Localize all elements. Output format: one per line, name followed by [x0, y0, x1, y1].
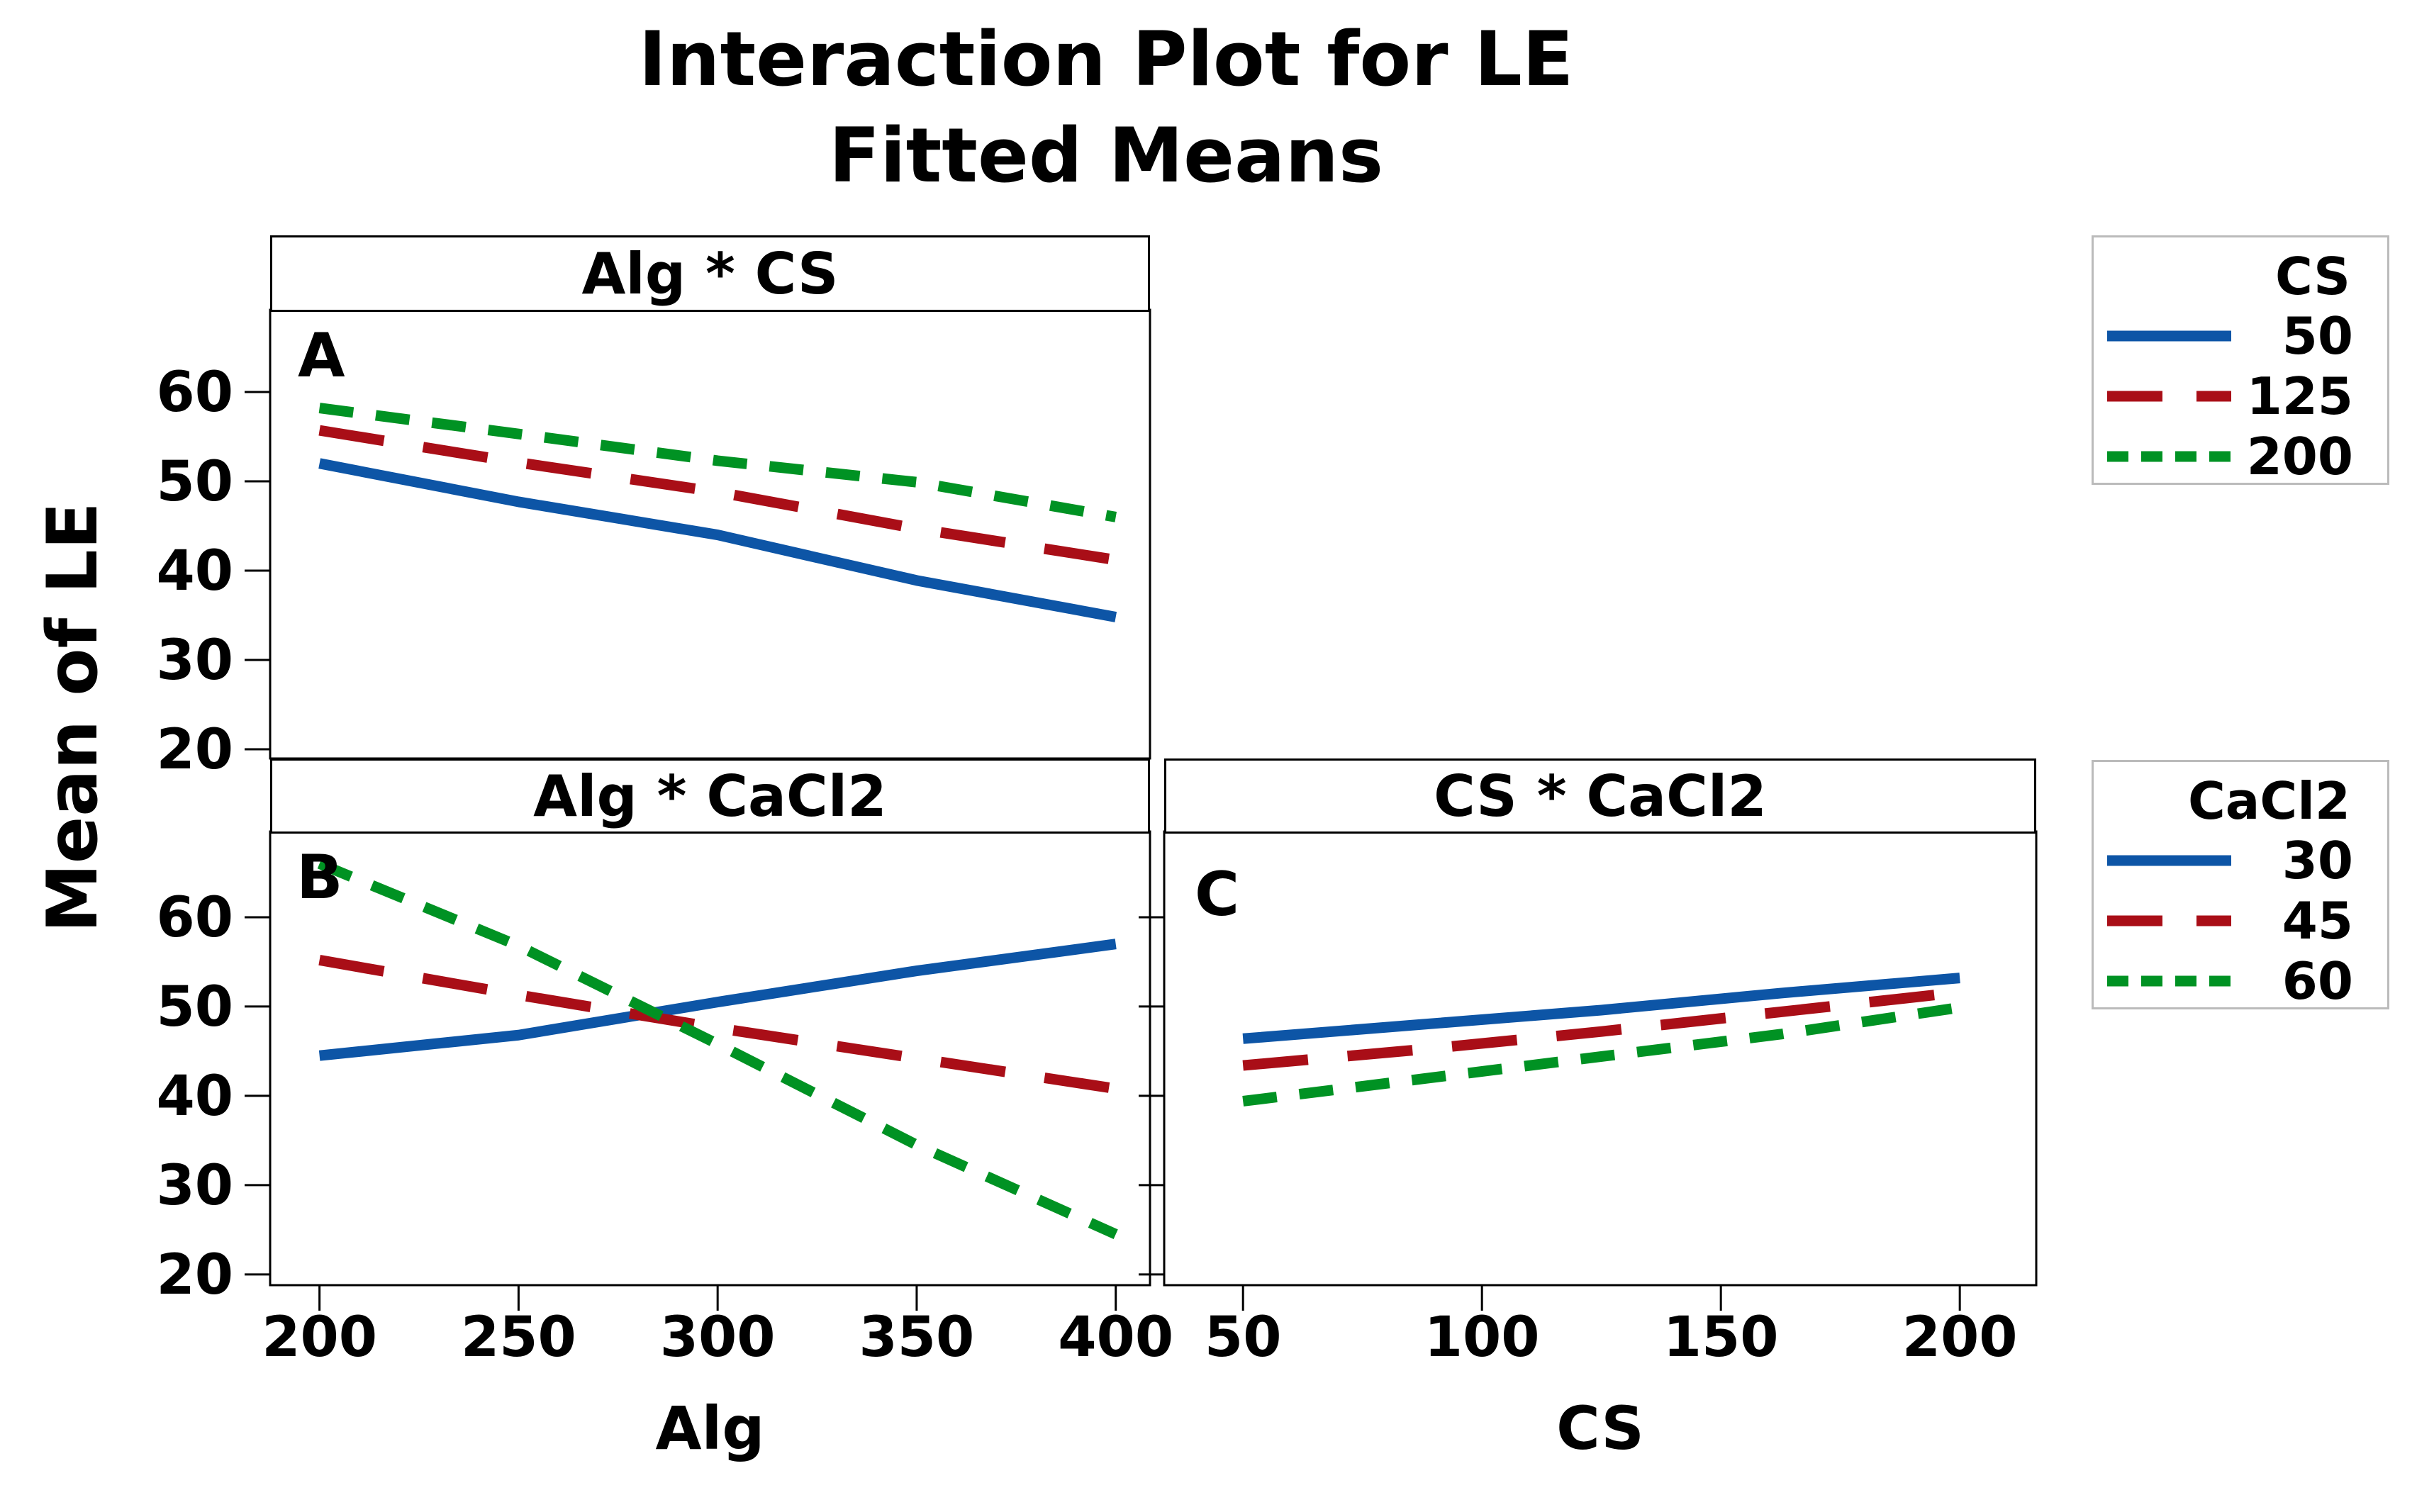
- legend-line-sample: [2107, 975, 2231, 986]
- x-axis-title-alg: Alg: [655, 1394, 765, 1463]
- legend-entry: 30: [2094, 830, 2387, 890]
- y-tick-label: 20: [156, 1243, 233, 1307]
- legend-line-sample: [2107, 915, 2231, 926]
- x-tick-label: 200: [262, 1306, 377, 1370]
- legend-entry: 200: [2094, 426, 2387, 486]
- legend-entry-label: 200: [2246, 426, 2353, 486]
- series-line-cacl2-45: [318, 955, 1117, 1094]
- legend-cs-title: CS: [2274, 247, 2350, 306]
- legend-line-sample: [2107, 330, 2231, 341]
- series-line-cacl2-45: [1242, 987, 1960, 1071]
- series-line-cacl2-30: [318, 939, 1117, 1061]
- x-tick-label: 350: [859, 1306, 975, 1370]
- series-line-cs-200: [318, 403, 1117, 522]
- legend-entry: 125: [2094, 366, 2387, 426]
- legend-cs: CS 50 125 200: [2092, 235, 2389, 486]
- legend-entry-label: 60: [2282, 951, 2353, 1011]
- series-line-cacl2-60: [317, 858, 1118, 1240]
- x-tick-label: 250: [461, 1306, 576, 1370]
- x-axis-title-cs: CS: [1556, 1394, 1644, 1463]
- legend-entry-label: 50: [2282, 306, 2353, 366]
- y-tick-label: 60: [156, 361, 233, 425]
- y-tick-label: 40: [156, 1065, 233, 1129]
- legend-line-sample: [2107, 451, 2231, 461]
- y-tick-label: 40: [156, 539, 233, 603]
- panel-a-letter: A: [298, 320, 345, 391]
- series-line-cacl2-30: [1242, 973, 1960, 1044]
- legend-entry-label: 125: [2246, 366, 2353, 426]
- x-tick-label: 200: [1902, 1306, 2018, 1370]
- x-tick-label: 150: [1663, 1306, 1779, 1370]
- x-tick-label: 50: [1205, 1306, 1282, 1370]
- legend-entry: 60: [2094, 951, 2387, 1011]
- panel-c-letter: C: [1195, 859, 1240, 930]
- series-line-cs-50: [318, 458, 1117, 622]
- legend-line-sample: [2107, 391, 2231, 401]
- y-tick-label: 50: [156, 975, 233, 1039]
- legend-entry: 50: [2094, 306, 2387, 366]
- y-tick-label: 30: [156, 629, 233, 693]
- panel-a-header: Alg * CS: [270, 235, 1150, 312]
- legend-line-sample: [2107, 855, 2231, 866]
- y-tick-label: 30: [156, 1154, 233, 1218]
- series-line-cacl2-60: [1242, 1002, 1961, 1107]
- panel-b-letter: B: [296, 842, 343, 913]
- y-tick-label: 50: [156, 450, 233, 514]
- series-line-cs-125: [318, 425, 1117, 566]
- y-tick-label: 20: [156, 718, 233, 782]
- chart-title: Interaction Plot for LE: [638, 16, 1574, 103]
- legend-entry-label: 30: [2282, 830, 2353, 890]
- legend-entry-label: 45: [2282, 890, 2353, 951]
- x-tick-label: 100: [1424, 1306, 1540, 1370]
- panel-b-header: Alg * CaCl2: [270, 758, 1150, 834]
- legend-cacl2: CaCl2 30 45 60: [2092, 760, 2389, 1011]
- x-tick-label: 300: [660, 1306, 776, 1370]
- legend-entry: 45: [2094, 890, 2387, 951]
- legend-cacl2-title: CaCl2: [2187, 771, 2350, 831]
- x-tick-label: 400: [1058, 1306, 1173, 1370]
- panel-c-header: CS * CaCl2: [1164, 758, 2036, 834]
- chart-subtitle: Fitted Means: [828, 112, 1384, 199]
- y-tick-label: 60: [156, 886, 233, 950]
